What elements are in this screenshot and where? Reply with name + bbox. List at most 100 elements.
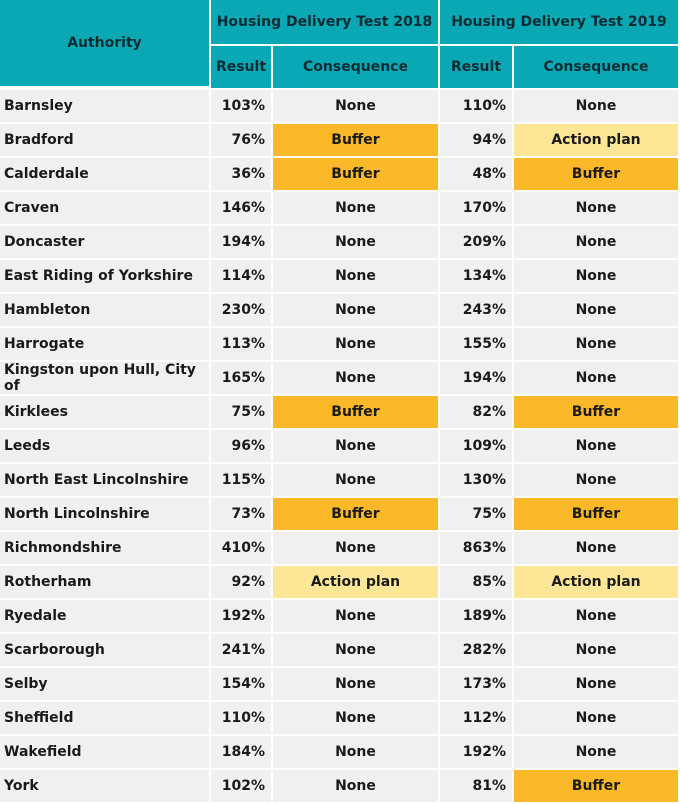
column-gap — [512, 566, 514, 598]
header-test-2019: Housing Delivery Test 2019 — [440, 0, 678, 44]
column-gap — [512, 668, 514, 700]
column-gap — [271, 634, 273, 666]
column-gap — [271, 600, 273, 632]
authority-cell: Ryedale — [0, 600, 209, 632]
column-gap — [271, 90, 273, 122]
authority-cell: Kingston upon Hull, City of — [0, 362, 209, 394]
column-gap — [271, 294, 273, 326]
consequence-2019-cell: Action plan — [514, 124, 678, 156]
result-2019-cell: 85% — [440, 566, 512, 598]
consequence-2019-cell: None — [514, 294, 678, 326]
column-gap — [438, 600, 440, 632]
column-gap — [512, 260, 514, 292]
consequence-2018-cell: None — [273, 226, 438, 258]
header-result-2019: Result — [440, 44, 512, 88]
column-gap — [271, 396, 273, 428]
column-gap — [512, 634, 514, 666]
consequence-2018-cell: None — [273, 464, 438, 496]
column-gap — [209, 226, 211, 258]
column-gap — [271, 362, 273, 394]
result-2019-cell: 134% — [440, 260, 512, 292]
column-gap — [209, 158, 211, 190]
authority-cell: North Lincolnshire — [0, 498, 209, 530]
result-2019-cell: 110% — [440, 90, 512, 122]
consequence-2019-cell: None — [514, 328, 678, 360]
column-gap — [438, 702, 440, 734]
consequence-2018-cell: None — [273, 90, 438, 122]
column-gap — [438, 90, 440, 122]
column-gap — [209, 430, 211, 462]
column-gap — [438, 192, 440, 224]
column-gap — [209, 396, 211, 428]
column-gap — [271, 668, 273, 700]
result-2018-cell: 73% — [211, 498, 271, 530]
column-gap — [512, 770, 514, 802]
result-2019-cell: 189% — [440, 600, 512, 632]
header-consequence-2019: Consequence — [514, 44, 678, 88]
consequence-2019-cell: None — [514, 362, 678, 394]
column-gap — [271, 702, 273, 734]
column-gap — [438, 396, 440, 428]
column-gap — [438, 158, 440, 190]
consequence-2018-cell: None — [273, 260, 438, 292]
consequence-2018-cell: None — [273, 430, 438, 462]
consequence-2019-cell: None — [514, 668, 678, 700]
result-2019-cell: 94% — [440, 124, 512, 156]
consequence-2019-cell: None — [514, 736, 678, 768]
column-gap — [512, 702, 514, 734]
result-2018-cell: 113% — [211, 328, 271, 360]
column-gap — [271, 124, 273, 156]
column-gap — [209, 192, 211, 224]
column-gap — [271, 736, 273, 768]
authority-cell: Selby — [0, 668, 209, 700]
column-gap — [438, 226, 440, 258]
column-gap — [438, 294, 440, 326]
column-gap — [271, 770, 273, 802]
result-2018-cell: 115% — [211, 464, 271, 496]
result-2019-cell: 130% — [440, 464, 512, 496]
result-2018-cell: 410% — [211, 532, 271, 564]
consequence-2018-cell: None — [273, 600, 438, 632]
authority-cell: Bradford — [0, 124, 209, 156]
consequence-2018-cell: None — [273, 362, 438, 394]
authority-cell: Doncaster — [0, 226, 209, 258]
authority-cell: Leeds — [0, 430, 209, 462]
column-gap — [271, 532, 273, 564]
column-gap — [438, 430, 440, 462]
column-gap — [438, 464, 440, 496]
column-gap — [209, 770, 211, 802]
column-gap — [209, 90, 211, 122]
result-2018-cell: 146% — [211, 192, 271, 224]
result-2019-cell: 194% — [440, 362, 512, 394]
result-2019-cell: 243% — [440, 294, 512, 326]
column-gap — [271, 328, 273, 360]
column-gap — [512, 396, 514, 428]
consequence-2019-cell: None — [514, 702, 678, 734]
column-gap — [438, 362, 440, 394]
column-gap — [209, 702, 211, 734]
consequence-2018-cell: Buffer — [273, 498, 438, 530]
column-gap — [438, 736, 440, 768]
result-2018-cell: 194% — [211, 226, 271, 258]
consequence-2019-cell: None — [514, 430, 678, 462]
column-gap — [512, 328, 514, 360]
column-gap — [209, 668, 211, 700]
result-2019-cell: 109% — [440, 430, 512, 462]
result-2018-cell: 184% — [211, 736, 271, 768]
column-gap — [271, 158, 273, 190]
result-2018-cell: 230% — [211, 294, 271, 326]
column-gap — [209, 362, 211, 394]
column-gap — [209, 328, 211, 360]
consequence-2019-cell: None — [514, 192, 678, 224]
authority-cell: Richmondshire — [0, 532, 209, 564]
column-gap — [512, 464, 514, 496]
consequence-2019-cell: None — [514, 634, 678, 666]
column-gap — [271, 260, 273, 292]
result-2019-cell: 170% — [440, 192, 512, 224]
consequence-2019-cell: None — [514, 90, 678, 122]
consequence-2018-cell: None — [273, 770, 438, 802]
consequence-2018-cell: Buffer — [273, 396, 438, 428]
column-gap — [271, 498, 273, 530]
consequence-2018-cell: Buffer — [273, 158, 438, 190]
result-2018-cell: 75% — [211, 396, 271, 428]
